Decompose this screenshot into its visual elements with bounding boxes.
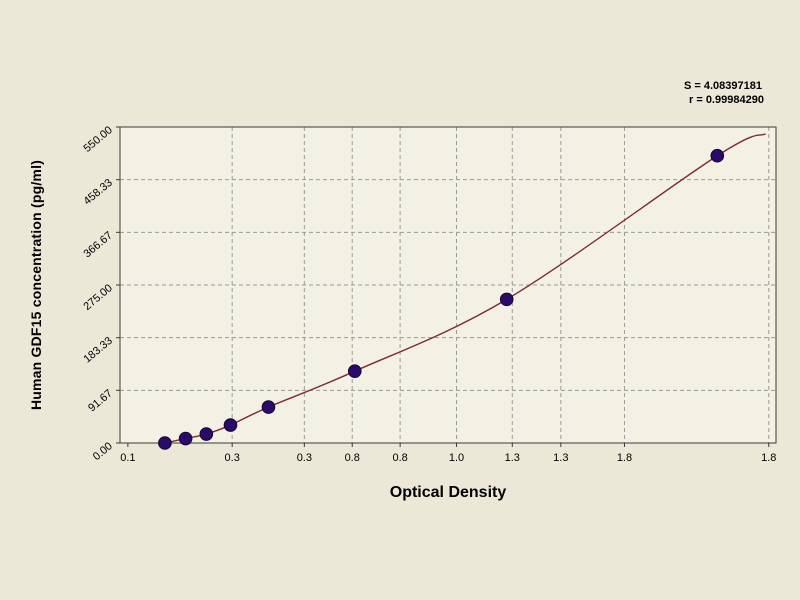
data-point — [178, 431, 193, 446]
data-point — [710, 148, 725, 163]
x-tick-label: 0.8 — [345, 452, 360, 464]
x-tick-label: 1.0 — [449, 452, 464, 464]
fit-correlation-text: r = 0.99984290 — [689, 94, 764, 106]
data-point — [158, 436, 172, 450]
x-tick-label: 0.3 — [225, 452, 240, 464]
fit-annotation: S = 4.08397181 r = 0.99984290 — [684, 79, 764, 107]
data-point — [347, 364, 362, 378]
data-point — [199, 427, 214, 441]
x-axis-title: Optical Density — [389, 484, 507, 501]
data-point — [499, 292, 514, 307]
fit-stderr-text: S = 4.08397181 — [684, 80, 762, 92]
data-point — [261, 400, 276, 414]
y-axis-title: Human GDF15 concentration (pg/ml) — [28, 159, 44, 411]
x-tick-label: 1.8 — [617, 452, 632, 464]
data-point — [223, 418, 238, 432]
x-tick-label: 1.8 — [761, 452, 776, 464]
fit-curve — [164, 133, 766, 444]
x-tick-label: 1.3 — [553, 452, 568, 464]
x-tick-label: 0.8 — [392, 452, 407, 464]
x-tick-label: 1.3 — [505, 452, 520, 464]
x-tick-label: 0.3 — [297, 452, 312, 464]
x-tick-label: 0.1 — [120, 452, 135, 464]
plot-border — [119, 126, 777, 444]
